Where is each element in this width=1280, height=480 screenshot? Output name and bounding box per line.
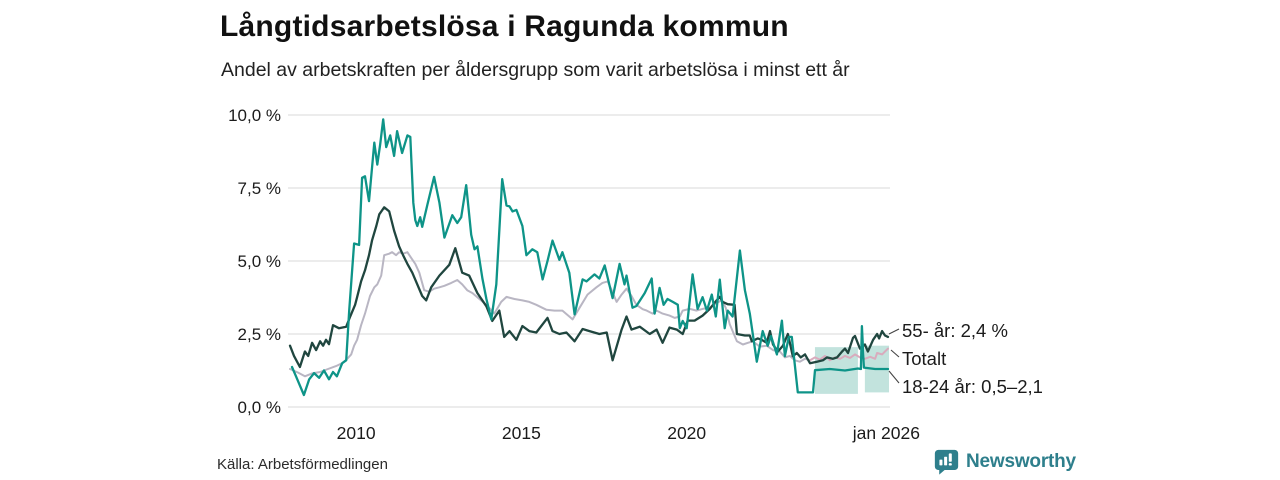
y-tick-label: 7,5 % [238, 179, 281, 198]
series-line-55-r [288, 206, 890, 369]
y-tick-label: 0,0 % [238, 398, 281, 417]
chart-subtitle: Andel av arbetskraften per åldersgrupp s… [221, 59, 850, 81]
y-tick-label: 2,5 % [238, 325, 281, 344]
annotation-leader [890, 349, 900, 358]
series-line-totalt-tail [809, 347, 889, 362]
newsworthy-wordmark: Newsworthy [966, 451, 1076, 472]
series-line-18-24-r [290, 118, 890, 397]
newsworthy-logo-icon [934, 449, 959, 475]
x-tick-label: jan 2026 [852, 423, 920, 443]
x-tick-label: 2020 [667, 423, 706, 443]
newsworthy-brand: Newsworthy [934, 449, 1076, 475]
annotation-label-totalt: Totalt [902, 348, 946, 369]
annotation-leader [888, 370, 900, 384]
annotation-label-18-24-r-0-5-2-1: 18-24 år: 0,5–2,1 [902, 376, 1043, 397]
y-tick-label: 5,0 % [238, 252, 281, 271]
annotation-label-55-r-2-4: 55- år: 2,4 % [902, 320, 1008, 341]
x-tick-label: 2010 [337, 423, 376, 443]
x-tick-label: 2015 [502, 423, 541, 443]
y-tick-label: 10,0 % [228, 106, 281, 125]
series-line-totalt [289, 251, 811, 378]
source-note: Källa: Arbetsförmedlingen [217, 456, 388, 473]
annotation-leader [888, 328, 900, 335]
chart-title: Långtidsarbetslösa i Ragunda kommun [220, 10, 789, 43]
